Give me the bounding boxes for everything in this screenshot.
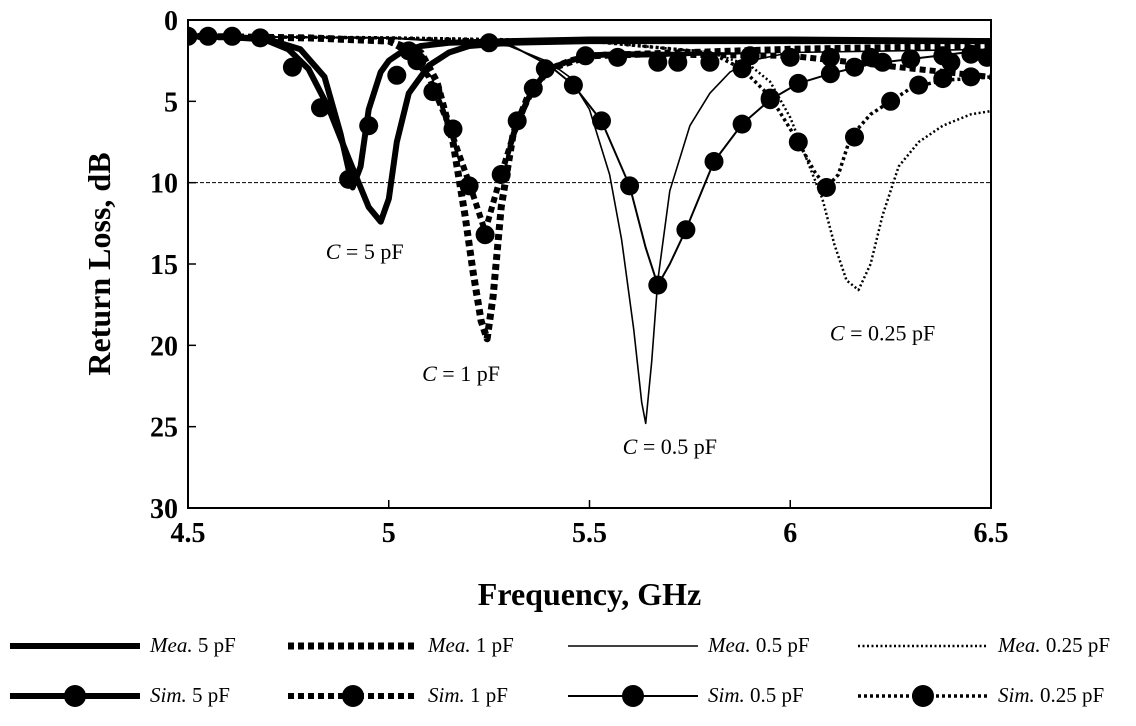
- legend-marker: [912, 685, 934, 707]
- legend-entry: Mea. 0.5 pF: [707, 633, 810, 657]
- y-tick-label: 30: [150, 494, 178, 525]
- marker-point: [668, 52, 688, 72]
- x-tick-label: 4.5: [171, 518, 206, 549]
- marker-point: [563, 75, 583, 95]
- marker-point: [475, 225, 495, 245]
- legend-entry: Mea. 1 pF: [427, 633, 514, 657]
- marker-point: [820, 64, 840, 84]
- marker-point: [608, 47, 628, 67]
- series-line-7: [188, 34, 991, 190]
- y-tick-label: 20: [150, 331, 178, 362]
- marker-point: [933, 46, 953, 66]
- legend-marker: [622, 685, 644, 707]
- marker-point: [576, 46, 595, 66]
- annotations: C = 5 pF C = 1 pF C = 0.5 pF C = 0.25 pF: [326, 239, 936, 459]
- legend-marker: [342, 685, 364, 707]
- legend-marker: [64, 685, 86, 707]
- capacitance-annotation: C = 0.5 pF: [623, 434, 717, 459]
- marker-point: [732, 59, 752, 79]
- marker-point: [845, 127, 864, 147]
- marker-point: [873, 52, 893, 72]
- capacitance-annotation: C = 5 pF: [326, 239, 404, 264]
- capacitance-annotation: C = 1 pF: [422, 361, 500, 386]
- marker-point: [816, 178, 836, 197]
- marker-point: [961, 67, 981, 87]
- marker-point: [282, 57, 302, 77]
- marker-point: [443, 119, 463, 139]
- marker-point: [704, 152, 724, 171]
- marker-point: [820, 47, 840, 67]
- legend: Mea. 5 pF Mea. 1 pF Mea. 0.5 pF Mea. 0.25 p…: [10, 633, 1110, 707]
- legend-entry: Mea. 5 pF: [149, 633, 236, 657]
- x-tick-label: 5: [382, 518, 396, 549]
- marker-point: [311, 98, 330, 118]
- marker-point: [648, 275, 668, 295]
- marker-point: [760, 88, 780, 108]
- y-tick-label: 25: [150, 413, 178, 444]
- legend-entry: Sim. 0.5 pF: [708, 683, 804, 707]
- marker-point: [198, 26, 218, 46]
- x-tick-label: 6: [783, 518, 797, 549]
- series-line-3: [188, 33, 991, 235]
- marker-point: [423, 82, 443, 102]
- marker-point: [359, 116, 379, 136]
- y-tick-label: 0: [164, 6, 178, 37]
- legend-entry: Mea. 0.25 pF: [997, 633, 1110, 657]
- marker-point: [250, 28, 270, 48]
- x-axis-title: Frequency, GHz: [478, 576, 701, 612]
- marker-point: [788, 73, 808, 93]
- y-axis-title: Return Loss, dB: [81, 152, 117, 375]
- y-tick-label: 5: [164, 87, 178, 118]
- marker-point: [780, 47, 800, 67]
- marker-point: [188, 26, 198, 46]
- series-markers: [188, 26, 991, 295]
- marker-point: [676, 220, 696, 240]
- marker-point: [523, 78, 543, 98]
- marker-point: [459, 176, 479, 196]
- marker-point: [933, 69, 953, 89]
- marker-point: [592, 111, 611, 131]
- legend-entry: Sim. 0.25 pF: [998, 683, 1104, 707]
- marker-point: [339, 169, 359, 189]
- y-tick-label: 15: [150, 250, 178, 281]
- marker-point: [901, 49, 921, 69]
- marker-point: [507, 111, 527, 131]
- x-tick-label: 5.5: [572, 518, 607, 549]
- marker-point: [535, 59, 555, 79]
- marker-point: [961, 44, 981, 64]
- series-lines: [188, 32, 991, 425]
- marker-point: [881, 91, 901, 111]
- marker-point: [620, 176, 640, 196]
- legend-entry: Sim. 5 pF: [150, 683, 230, 707]
- marker-point: [387, 65, 407, 85]
- marker-point: [479, 33, 499, 53]
- legend-entry: Sim. 1 pF: [428, 683, 508, 707]
- marker-point: [700, 52, 720, 72]
- marker-point: [845, 57, 864, 77]
- marker-point: [732, 114, 752, 134]
- capacitance-annotation: C = 0.25 pF: [830, 320, 935, 345]
- marker-point: [977, 47, 991, 67]
- marker-point: [491, 165, 511, 184]
- marker-point: [788, 132, 808, 152]
- plot-frame: [187, 19, 992, 509]
- y-tick-label: 10: [150, 169, 178, 200]
- axis-ticks: 0 5 10 15 20 25 304.5 5 5.5 6 6.5: [150, 6, 1009, 549]
- x-tick-label: 6.5: [974, 518, 1009, 549]
- marker-point: [648, 52, 668, 72]
- marker-point: [909, 75, 929, 95]
- series-line-2: [188, 32, 991, 343]
- marker-point: [222, 26, 242, 46]
- series-line-4: [188, 35, 991, 425]
- marker-point: [399, 41, 419, 61]
